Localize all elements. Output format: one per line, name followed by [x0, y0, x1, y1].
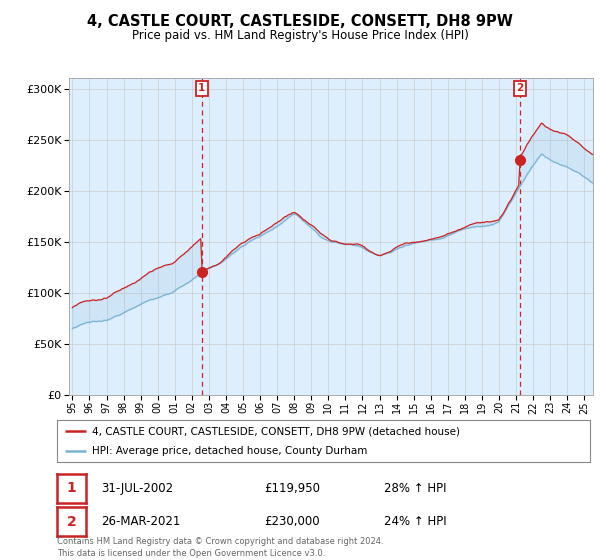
Text: 26-MAR-2021: 26-MAR-2021	[101, 515, 180, 529]
Text: Price paid vs. HM Land Registry's House Price Index (HPI): Price paid vs. HM Land Registry's House …	[131, 29, 469, 42]
Text: 28% ↑ HPI: 28% ↑ HPI	[384, 482, 446, 495]
Text: 1: 1	[198, 83, 205, 93]
Text: 24% ↑ HPI: 24% ↑ HPI	[384, 515, 446, 529]
Text: 4, CASTLE COURT, CASTLESIDE, CONSETT, DH8 9PW (detached house): 4, CASTLE COURT, CASTLESIDE, CONSETT, DH…	[92, 426, 460, 436]
Text: HPI: Average price, detached house, County Durham: HPI: Average price, detached house, Coun…	[92, 446, 367, 456]
Text: 1: 1	[67, 481, 76, 495]
Text: £230,000: £230,000	[264, 515, 320, 529]
Text: Contains HM Land Registry data © Crown copyright and database right 2024.
This d: Contains HM Land Registry data © Crown c…	[57, 537, 383, 558]
Text: £119,950: £119,950	[264, 482, 320, 495]
Text: 4, CASTLE COURT, CASTLESIDE, CONSETT, DH8 9PW: 4, CASTLE COURT, CASTLESIDE, CONSETT, DH…	[87, 14, 513, 29]
Text: 2: 2	[517, 83, 524, 93]
Text: 2: 2	[67, 515, 76, 529]
Text: 31-JUL-2002: 31-JUL-2002	[101, 482, 173, 495]
